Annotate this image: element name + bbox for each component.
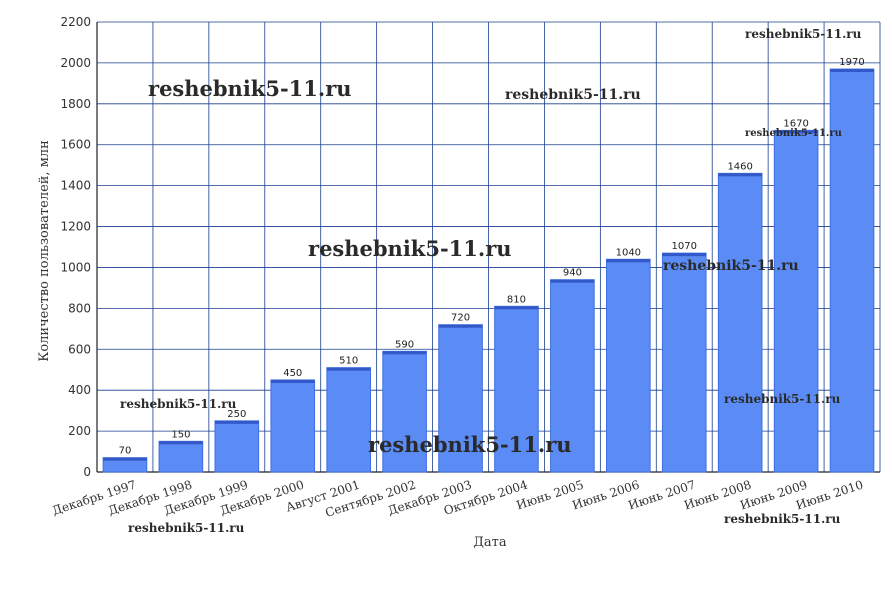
- bar-top-edge: [103, 457, 147, 461]
- bar: [326, 367, 371, 473]
- bar-data-label: 810: [507, 294, 526, 305]
- watermark-text: reshebnik5-11.ru: [724, 392, 841, 406]
- watermark-text: reshebnik5-11.ru: [745, 27, 862, 41]
- bar: [606, 258, 651, 473]
- watermark-text: reshebnik5-11.ru: [745, 128, 842, 139]
- bar-top-edge: [774, 130, 818, 134]
- bar-data-label: 450: [283, 368, 302, 379]
- bar-data-labels: 70 150 250 450 510 590 720 810 940 1040 1070 1460 16…: [119, 57, 865, 457]
- bar-data-label: 1070: [672, 241, 697, 252]
- bar: [158, 440, 204, 473]
- bar-data-label: 1460: [727, 161, 752, 172]
- y-tick-label: 1200: [60, 220, 91, 234]
- watermark-text: reshebnik5-11.ru: [505, 87, 641, 103]
- y-tick-label: 0: [83, 465, 91, 479]
- chart-bars: [102, 68, 875, 473]
- bar-top-edge: [159, 441, 203, 445]
- watermarks: reshebnik5-11.ru reshebnik5-11.ru reshebni…: [120, 27, 862, 535]
- watermark-text: reshebnik5-11.ru: [724, 512, 841, 526]
- y-tick-label: 800: [68, 301, 91, 315]
- bar-data-label: 1040: [616, 247, 641, 258]
- x-axis-title: Дата: [473, 535, 507, 550]
- bar: [773, 129, 819, 473]
- bar-top-edge: [215, 420, 259, 424]
- watermark-text: reshebnik5-11.ru: [148, 76, 352, 101]
- watermark-text: reshebnik5-11.ru: [663, 258, 799, 274]
- bar-top-edge: [606, 259, 651, 263]
- bar: [270, 379, 316, 473]
- y-tick-label: 1600: [60, 138, 91, 152]
- bar: [550, 279, 595, 473]
- bar-top-edge: [326, 367, 371, 371]
- bar-data-label: 150: [171, 429, 190, 440]
- y-tick-label: 600: [68, 342, 91, 356]
- bar-data-label: 720: [451, 313, 470, 324]
- bar-data-label: 70: [119, 446, 132, 457]
- bar-data-label: 940: [563, 268, 582, 279]
- bar-data-label: 510: [339, 356, 358, 367]
- bar-top-edge: [662, 253, 707, 257]
- watermark-text: reshebnik5-11.ru: [368, 432, 572, 457]
- y-tick-label: 1400: [60, 179, 91, 193]
- bar: [214, 420, 260, 473]
- y-tick-label: 200: [68, 424, 91, 438]
- y-tick-label: 1000: [60, 260, 91, 274]
- bar-top-edge: [550, 279, 595, 283]
- y-axis-tick-labels: 0 200 400 600 800 1000 1200 1400 1600 1800 2000 220…: [60, 15, 91, 479]
- watermark-text: reshebnik5-11.ru: [128, 521, 245, 535]
- y-tick-label: 2000: [60, 56, 91, 70]
- watermark-text: reshebnik5-11.ru: [120, 397, 237, 411]
- y-axis-title: Количество пользователей, млн: [37, 140, 52, 361]
- bar-data-label: 1970: [839, 57, 864, 68]
- bar-top-edge: [270, 379, 315, 383]
- bar-data-label: 1670: [783, 118, 808, 129]
- bar-top-edge: [494, 306, 539, 310]
- bar-data-label: 250: [227, 409, 246, 420]
- bar: [438, 324, 483, 473]
- bar: [829, 68, 875, 473]
- bar-top-edge: [830, 69, 874, 73]
- y-tick-label: 2200: [60, 15, 91, 29]
- bar-top-edge: [718, 173, 762, 177]
- watermark-text: reshebnik5-11.ru: [308, 236, 512, 261]
- y-tick-label: 400: [68, 383, 91, 397]
- bar-top-edge: [382, 351, 427, 355]
- bar: [661, 252, 707, 473]
- y-tick-label: 1800: [60, 97, 91, 111]
- bar-data-label: 590: [395, 339, 414, 350]
- bar: [717, 172, 763, 473]
- bar: [382, 350, 427, 473]
- bar-top-edge: [438, 324, 483, 328]
